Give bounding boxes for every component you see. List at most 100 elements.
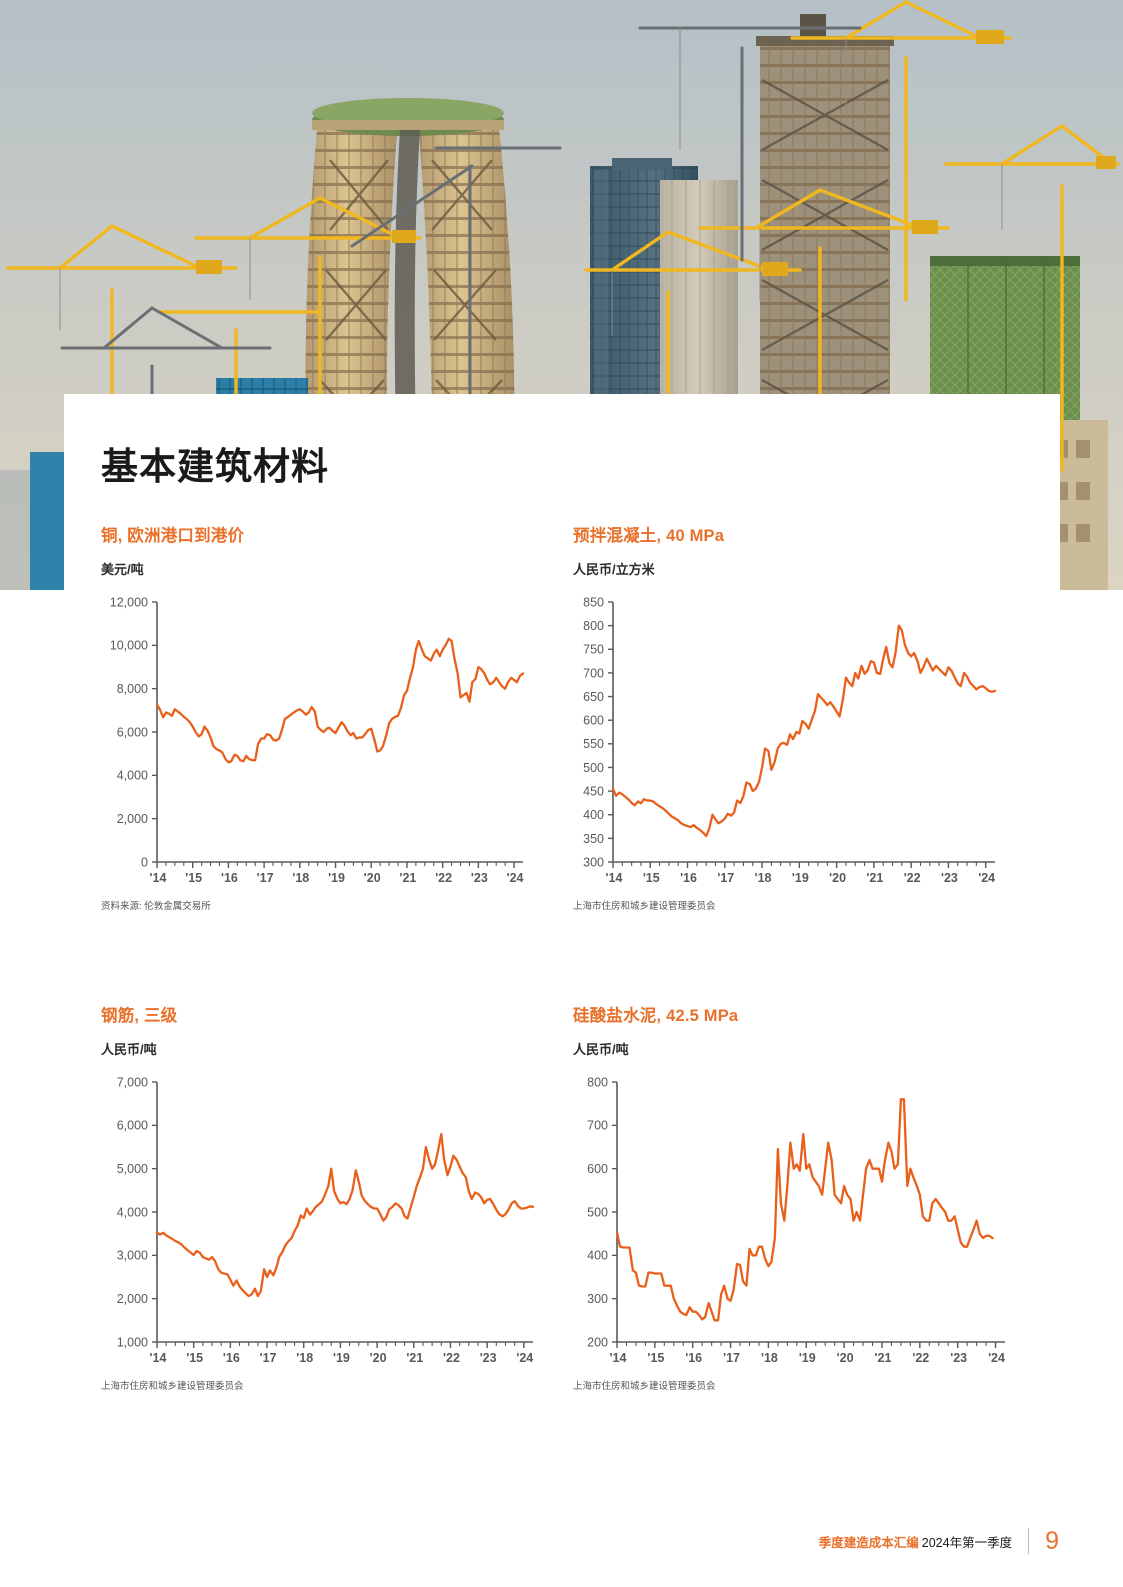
content-card: 基本建筑材料 铜, 欧洲港口到港价 美元/吨 0 2,000 4,000 6,000 8… [64,394,1060,1587]
svg-text:850: 850 [583,595,604,609]
svg-text:'21: '21 [400,871,417,885]
svg-text:'22: '22 [443,1351,460,1365]
svg-text:'16: '16 [680,871,697,885]
svg-text:'23: '23 [471,871,488,885]
svg-text:'21: '21 [866,871,883,885]
svg-text:'17: '17 [723,1351,740,1365]
footer-edition: 2024年第一季度 [921,1535,1013,1550]
svg-text:6,000: 6,000 [117,1119,148,1133]
svg-text:'16: '16 [221,871,238,885]
svg-text:'20: '20 [370,1351,387,1365]
svg-text:600: 600 [587,1162,608,1176]
svg-text:'23: '23 [480,1351,497,1365]
svg-text:7,000: 7,000 [117,1075,148,1089]
panel-title: 预拌混凝土, 40 MPa [573,527,725,545]
svg-text:'18: '18 [755,871,772,885]
svg-text:'19: '19 [328,871,345,885]
chart-panel-rebar: 钢筋, 三级 人民币/吨 1,000 2,000 3,000 4,000 5,000 6,… [101,1002,573,1392]
page-title: 基本建筑材料 [101,446,329,487]
svg-text:1,000: 1,000 [117,1335,148,1349]
svg-text:'14: '14 [150,871,167,885]
svg-text:'18: '18 [761,1351,778,1365]
svg-text:650: 650 [583,690,604,704]
svg-text:200: 200 [587,1335,608,1349]
svg-text:'24: '24 [507,871,524,885]
svg-text:2,000: 2,000 [117,1292,148,1306]
svg-text:'21: '21 [406,1351,423,1365]
svg-text:'16: '16 [223,1351,240,1365]
chart-panel-portland-cement: 硅酸盐水泥, 42.5 MPa 人民币/吨 200 300 400 500 600 700… [573,1002,1045,1392]
svg-text:'22: '22 [912,1351,929,1365]
svg-text:'21: '21 [875,1351,892,1365]
panel-source: 上海市住房和城乡建设管理委员会 [573,1381,716,1392]
svg-text:'20: '20 [364,871,381,885]
footer-brand: 季度建造成本汇编 [818,1535,919,1550]
chart-panel-readymix-concrete: 预拌混凝土, 40 MPa 人民币/立方米 300 350 400 450 500 550… [573,522,1045,912]
svg-text:'24: '24 [516,1351,533,1365]
svg-text:700: 700 [587,1119,608,1133]
svg-text:12,000: 12,000 [110,595,148,609]
svg-text:'15: '15 [185,871,202,885]
svg-text:'17: '17 [260,1351,277,1365]
svg-text:800: 800 [587,1075,608,1089]
page-footer: 季度建造成本汇编 2024年第一季度 9 [819,1528,1059,1554]
svg-text:'17: '17 [717,871,734,885]
svg-text:'16: '16 [685,1351,702,1365]
svg-text:'17: '17 [257,871,274,885]
panel-source: 上海市住房和城乡建设管理委员会 [101,1381,244,1392]
svg-text:'14: '14 [150,1351,167,1365]
svg-text:'19: '19 [333,1351,350,1365]
panel-unit: 人民币/吨 [101,1042,157,1057]
svg-text:4,000: 4,000 [117,1205,148,1219]
svg-text:2,000: 2,000 [117,812,148,826]
svg-text:'20: '20 [837,1351,854,1365]
panel-unit: 人民币/吨 [573,1042,629,1057]
svg-text:'19: '19 [792,871,809,885]
svg-text:'19: '19 [799,1351,816,1365]
svg-text:350: 350 [583,832,604,846]
svg-text:5,000: 5,000 [117,1162,148,1176]
panel-source: 上海市住房和城乡建设管理委员会 [573,901,716,912]
panel-title: 钢筋, 三级 [101,1007,178,1025]
svg-text:400: 400 [587,1249,608,1263]
line-chart-readymix-concrete: 300 350 400 450 500 550 600 650 700 750 800 850 '14 '… [573,592,1045,892]
svg-text:'22: '22 [435,871,452,885]
svg-text:300: 300 [587,1292,608,1306]
svg-text:550: 550 [583,737,604,751]
panel-unit: 人民币/立方米 [573,562,655,577]
svg-text:10,000: 10,000 [110,639,148,653]
svg-text:500: 500 [583,761,604,775]
chart-panel-copper: 铜, 欧洲港口到港价 美元/吨 0 2,000 4,000 6,000 8,000 10,… [101,522,573,912]
panel-source: 资料来源: 伦敦金属交易所 [101,901,211,912]
svg-text:'24: '24 [988,1351,1005,1365]
svg-text:450: 450 [583,784,604,798]
svg-text:300: 300 [583,855,604,869]
panel-title: 铜, 欧洲港口到港价 [101,527,245,545]
svg-text:800: 800 [583,619,604,633]
svg-text:'15: '15 [643,871,660,885]
svg-text:4,000: 4,000 [117,769,148,783]
svg-text:'23: '23 [950,1351,967,1365]
line-chart-rebar: 1,000 2,000 3,000 4,000 5,000 6,000 7,000 '14 '1… [101,1072,573,1372]
svg-text:'15: '15 [647,1351,664,1365]
svg-text:'18: '18 [292,871,309,885]
svg-text:'23: '23 [941,871,958,885]
svg-text:600: 600 [583,714,604,728]
svg-text:6,000: 6,000 [117,725,148,739]
footer-divider [1028,1528,1030,1554]
svg-text:700: 700 [583,666,604,680]
svg-text:'14: '14 [606,871,623,885]
svg-text:750: 750 [583,643,604,657]
svg-text:0: 0 [141,855,148,869]
svg-text:400: 400 [583,808,604,822]
line-chart-portland-cement: 200 300 400 500 600 700 800 '14 '15 '16 '17 '18 '19 '… [573,1072,1045,1372]
panel-unit: 美元/吨 [101,562,144,577]
svg-text:8,000: 8,000 [117,682,148,696]
svg-text:'18: '18 [296,1351,313,1365]
svg-text:'15: '15 [186,1351,203,1365]
svg-text:3,000: 3,000 [117,1249,148,1263]
panel-title: 硅酸盐水泥, 42.5 MPa [573,1007,739,1025]
page-number: 9 [1045,1526,1059,1555]
svg-text:'22: '22 [904,871,921,885]
svg-text:'14: '14 [610,1351,627,1365]
